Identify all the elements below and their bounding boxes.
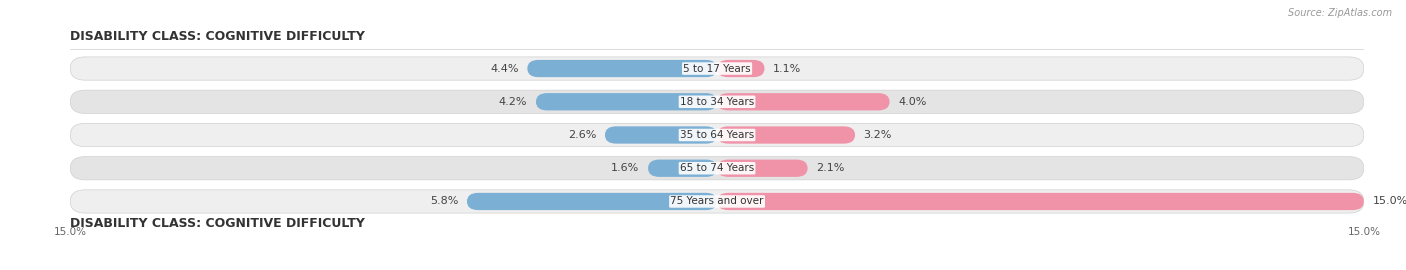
Text: DISABILITY CLASS: COGNITIVE DIFFICULTY: DISABILITY CLASS: COGNITIVE DIFFICULTY bbox=[70, 217, 366, 230]
Text: 2.6%: 2.6% bbox=[568, 130, 596, 140]
Text: 15.0%: 15.0% bbox=[1372, 197, 1406, 207]
FancyBboxPatch shape bbox=[717, 93, 890, 110]
FancyBboxPatch shape bbox=[70, 190, 1364, 213]
Text: Source: ZipAtlas.com: Source: ZipAtlas.com bbox=[1288, 8, 1392, 18]
Text: 18 to 34 Years: 18 to 34 Years bbox=[681, 97, 754, 107]
FancyBboxPatch shape bbox=[527, 60, 717, 77]
Text: 2.1%: 2.1% bbox=[817, 163, 845, 173]
FancyBboxPatch shape bbox=[717, 126, 855, 144]
Text: 35 to 64 Years: 35 to 64 Years bbox=[681, 130, 754, 140]
FancyBboxPatch shape bbox=[717, 160, 807, 177]
FancyBboxPatch shape bbox=[70, 123, 1364, 147]
FancyBboxPatch shape bbox=[70, 157, 1364, 180]
Text: 5.8%: 5.8% bbox=[430, 197, 458, 207]
Text: 5 to 17 Years: 5 to 17 Years bbox=[683, 63, 751, 73]
Text: DISABILITY CLASS: COGNITIVE DIFFICULTY: DISABILITY CLASS: COGNITIVE DIFFICULTY bbox=[70, 30, 366, 43]
FancyBboxPatch shape bbox=[536, 93, 717, 110]
Text: 75 Years and over: 75 Years and over bbox=[671, 197, 763, 207]
Text: 4.2%: 4.2% bbox=[499, 97, 527, 107]
Text: 4.4%: 4.4% bbox=[491, 63, 519, 73]
FancyBboxPatch shape bbox=[70, 90, 1364, 113]
Text: 1.6%: 1.6% bbox=[612, 163, 640, 173]
Text: 1.1%: 1.1% bbox=[773, 63, 801, 73]
FancyBboxPatch shape bbox=[467, 193, 717, 210]
FancyBboxPatch shape bbox=[648, 160, 717, 177]
FancyBboxPatch shape bbox=[605, 126, 717, 144]
FancyBboxPatch shape bbox=[717, 60, 765, 77]
FancyBboxPatch shape bbox=[70, 57, 1364, 80]
Text: 3.2%: 3.2% bbox=[863, 130, 891, 140]
FancyBboxPatch shape bbox=[717, 193, 1364, 210]
Text: 65 to 74 Years: 65 to 74 Years bbox=[681, 163, 754, 173]
Text: 4.0%: 4.0% bbox=[898, 97, 927, 107]
